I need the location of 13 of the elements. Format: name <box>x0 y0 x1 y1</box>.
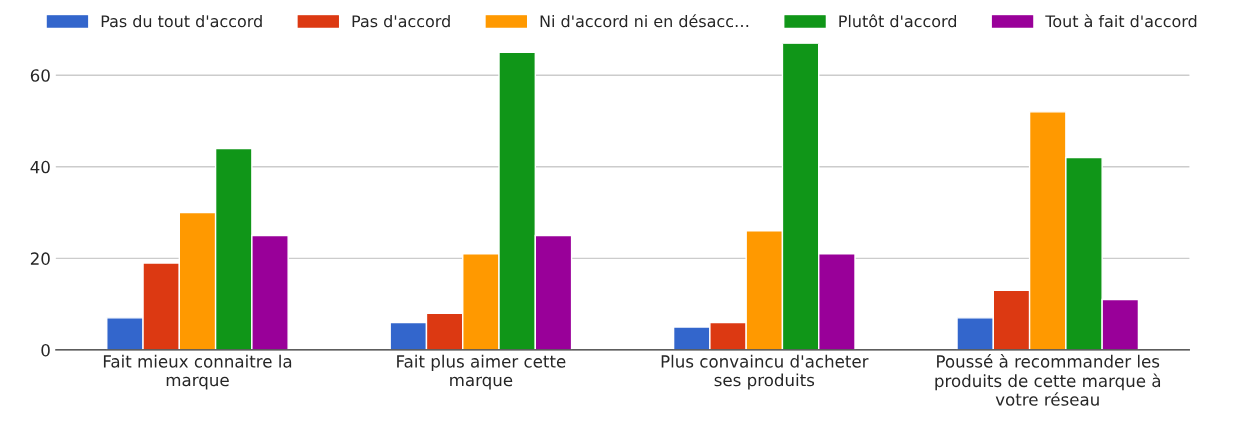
x-tick-label: Plus convaincu d'acheter ses produits <box>661 354 869 390</box>
x-tick-label: Poussé à recommander les produits de cette marque à votre réseau <box>935 354 1161 406</box>
y-tick-label: 0 <box>41 343 50 357</box>
legend-label: Pas d'accord <box>352 14 450 28</box>
x-tick-label: Fait plus aimer cette marque <box>397 354 566 390</box>
legend-label: Tout à fait d'accord <box>1045 14 1197 28</box>
legend-label: Pas du tout d'accord <box>101 14 262 28</box>
y-tick-label: 40 <box>30 160 50 174</box>
x-tick-label: Fait mieux connaitre la marque <box>103 354 292 390</box>
y-tick-label: 20 <box>30 252 50 265</box>
legend-label: Plutôt d'accord <box>839 14 957 28</box>
legend-label: Ni d'accord ni en désacc… <box>540 14 749 28</box>
y-tick-label: 60 <box>30 69 50 82</box>
